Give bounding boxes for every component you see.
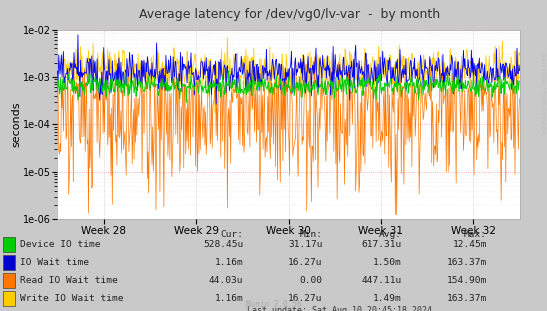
Text: Min:: Min: [300,230,323,239]
Text: 1.16m: 1.16m [214,294,243,303]
Text: 163.37m: 163.37m [446,294,487,303]
Text: Read IO Wait time: Read IO Wait time [20,276,118,285]
Text: 16.27u: 16.27u [288,294,323,303]
FancyBboxPatch shape [3,237,15,252]
Text: 16.27u: 16.27u [288,258,323,267]
Text: 1.49m: 1.49m [373,294,402,303]
Text: 528.45u: 528.45u [203,240,243,249]
Text: 617.31u: 617.31u [362,240,402,249]
Y-axis label: seconds: seconds [12,102,22,147]
FancyBboxPatch shape [3,255,15,270]
Text: Write IO Wait time: Write IO Wait time [20,294,124,303]
FancyBboxPatch shape [3,273,15,288]
Text: 0.00: 0.00 [300,276,323,285]
Text: Device IO time: Device IO time [20,240,101,249]
Text: RRDTOOL / TOBI OETIKER: RRDTOOL / TOBI OETIKER [541,53,546,134]
Text: Avg:: Avg: [379,230,402,239]
Text: Average latency for /dev/vg0/lv-var  -  by month: Average latency for /dev/vg0/lv-var - by… [139,8,440,21]
Text: 12.45m: 12.45m [452,240,487,249]
Text: 44.03u: 44.03u [209,276,243,285]
Text: 447.11u: 447.11u [362,276,402,285]
Text: 31.17u: 31.17u [288,240,323,249]
Text: IO Wait time: IO Wait time [20,258,89,267]
Text: Last update: Sat Aug 10 20:45:18 2024: Last update: Sat Aug 10 20:45:18 2024 [247,306,432,311]
Text: 1.50m: 1.50m [373,258,402,267]
Text: Cur:: Cur: [220,230,243,239]
Text: 154.90m: 154.90m [446,276,487,285]
FancyBboxPatch shape [3,291,15,306]
Text: 1.16m: 1.16m [214,258,243,267]
Text: 163.37m: 163.37m [446,258,487,267]
Text: Max:: Max: [464,230,487,239]
Text: Munin 2.0.56: Munin 2.0.56 [246,300,301,309]
